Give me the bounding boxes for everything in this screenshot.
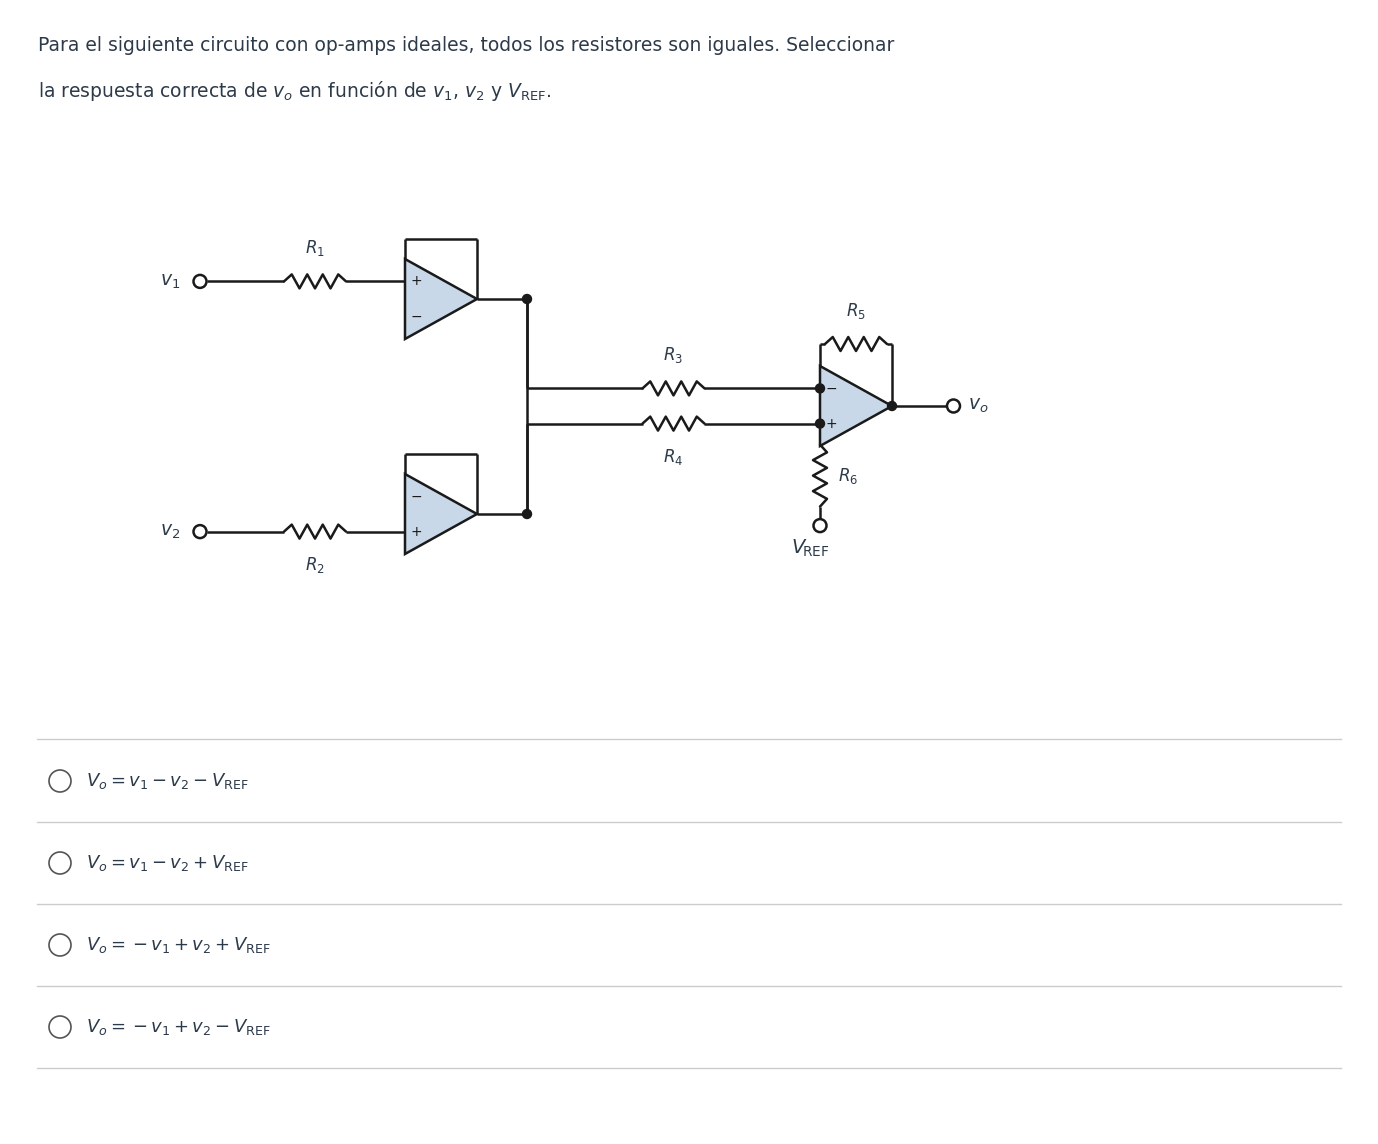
Text: +: + (825, 416, 836, 430)
Circle shape (193, 525, 207, 538)
Text: $\mathit{V}_{\!\mathrm{REF}}$: $\mathit{V}_{\!\mathrm{REF}}$ (791, 538, 830, 559)
Circle shape (813, 519, 827, 532)
Circle shape (50, 770, 72, 792)
Circle shape (522, 509, 532, 518)
Text: −: − (825, 381, 836, 396)
Polygon shape (405, 259, 477, 339)
Circle shape (816, 419, 824, 428)
Circle shape (887, 402, 897, 411)
Text: $R_1$: $R_1$ (305, 238, 325, 259)
Text: $R_2$: $R_2$ (305, 555, 325, 574)
Polygon shape (820, 366, 892, 446)
Text: +: + (411, 275, 422, 288)
Text: Para el siguiente circuito con op-amps ideales, todos los resistores son iguales: Para el siguiente circuito con op-amps i… (39, 35, 894, 55)
Circle shape (50, 934, 72, 956)
Text: $v_2$: $v_2$ (160, 522, 181, 541)
Text: $R_3$: $R_3$ (663, 345, 683, 365)
Circle shape (193, 275, 207, 288)
Circle shape (50, 852, 72, 874)
Circle shape (50, 1016, 72, 1038)
Text: $R_5$: $R_5$ (846, 301, 865, 321)
Text: $v_1$: $v_1$ (160, 272, 181, 291)
Text: la respuesta correcta de $v_o$ en función de $v_1$, $v_2$ y $V_\mathrm{REF}$.: la respuesta correcta de $v_o$ en funció… (39, 79, 551, 103)
Text: $R_6$: $R_6$ (838, 466, 858, 485)
Text: $V_o = v_1 - v_2 - V_\mathrm{REF}$: $V_o = v_1 - v_2 - V_\mathrm{REF}$ (85, 771, 248, 791)
Text: $v_o$: $v_o$ (969, 397, 989, 415)
Text: −: − (411, 310, 422, 324)
Circle shape (522, 294, 532, 303)
Polygon shape (405, 474, 477, 554)
Circle shape (947, 399, 960, 413)
Text: −: − (411, 490, 422, 503)
Text: $V_o = -v_1 + v_2 + V_\mathrm{REF}$: $V_o = -v_1 + v_2 + V_\mathrm{REF}$ (85, 935, 270, 955)
Text: +: + (411, 525, 422, 539)
Circle shape (816, 384, 824, 392)
Text: $R_4$: $R_4$ (663, 446, 683, 467)
Text: $V_o = -v_1 + v_2 - V_\mathrm{REF}$: $V_o = -v_1 + v_2 - V_\mathrm{REF}$ (85, 1017, 270, 1036)
Text: $V_o = v_1 - v_2 + V_\mathrm{REF}$: $V_o = v_1 - v_2 + V_\mathrm{REF}$ (85, 853, 248, 873)
